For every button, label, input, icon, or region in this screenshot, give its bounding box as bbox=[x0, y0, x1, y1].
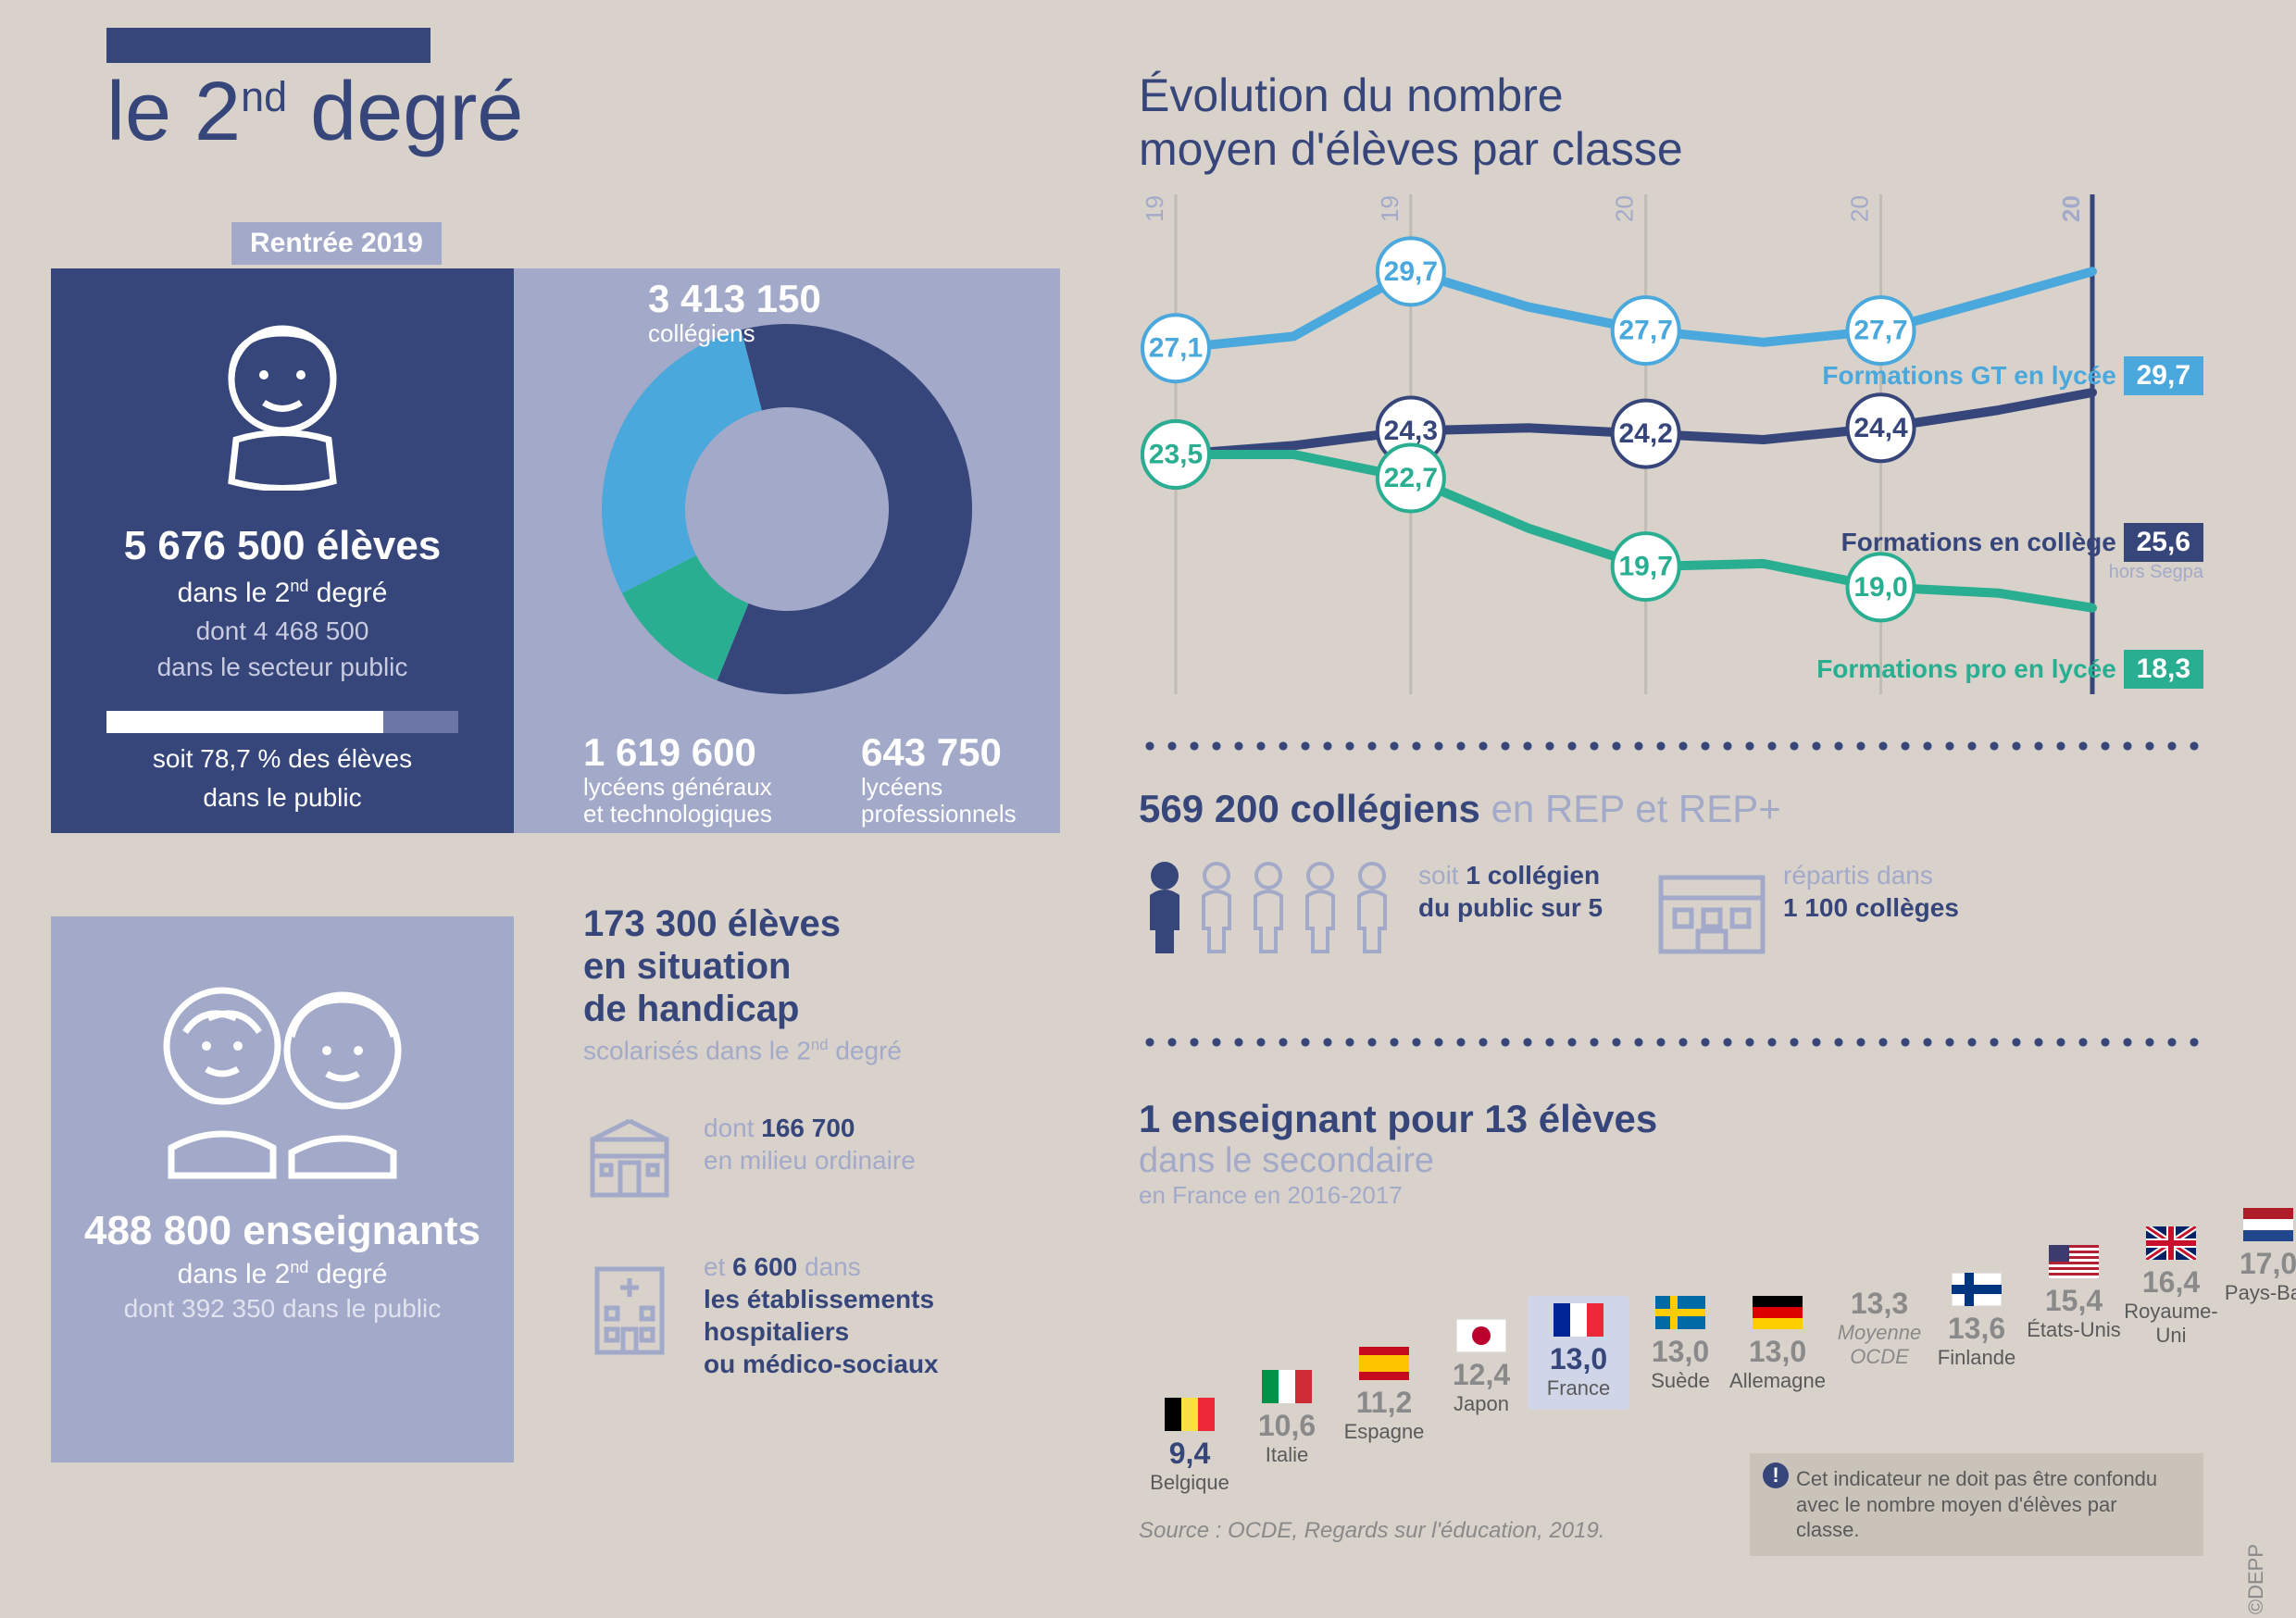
students-public-2: dans le secteur public bbox=[51, 651, 514, 683]
svg-text:2000: 2000 bbox=[1611, 194, 1639, 222]
handicap-l1: 173 300 élèves bbox=[583, 902, 1046, 945]
rep-text-2: répartis dans1 100 collèges bbox=[1783, 859, 1987, 924]
students-public-1: dont 4 468 500 bbox=[51, 615, 514, 647]
svg-text:27,7: 27,7 bbox=[1853, 316, 1907, 346]
svg-text:24,3: 24,3 bbox=[1384, 416, 1438, 446]
country-france: 13,0France bbox=[1528, 1296, 1629, 1410]
svg-text:27,7: 27,7 bbox=[1618, 316, 1672, 346]
panel-teachers: 488 800 enseignants dans le 2nd degré do… bbox=[51, 916, 514, 1462]
teachers-public: dont 392 350 dans le public bbox=[51, 1294, 514, 1324]
rep-text-1: soit 1 collégiendu public sur 5 bbox=[1418, 859, 1641, 924]
handicap-l3: de handicap bbox=[583, 988, 1046, 1030]
students-count: 5 676 500 élèves bbox=[51, 523, 514, 569]
svg-text:23,5: 23,5 bbox=[1149, 439, 1203, 469]
teachers-sub: dans le 2nd degré bbox=[51, 1258, 514, 1290]
note-box: Cet indicateur ne doit pas être confondu… bbox=[1750, 1453, 2203, 1556]
svg-text:24,4: 24,4 bbox=[1853, 413, 1908, 443]
chart-title: Évolution du nombre moyen d'élèves par c… bbox=[1139, 69, 1683, 176]
separator-2 bbox=[1139, 1037, 2203, 1048]
series-label: Formations pro en lycée 18,3 bbox=[1816, 650, 2203, 689]
school-icon bbox=[583, 1112, 676, 1204]
ratio-block: 1 enseignant pour 13 élèves dans le seco… bbox=[1139, 1097, 2203, 1210]
country-finlande: 13,6Finlande bbox=[1926, 1273, 2028, 1370]
donut-label-pro: 643 750 lycéensprofessionnels bbox=[861, 731, 1055, 827]
panel-students: 5 676 500 élèves dans le 2nd degré dont … bbox=[51, 268, 514, 833]
pct-line2: dans le public bbox=[51, 781, 514, 815]
svg-text:2019: 2019 bbox=[2057, 194, 2085, 222]
hospital-icon bbox=[583, 1251, 676, 1362]
ratio-l1: 1 enseignant pour 13 élèves bbox=[1139, 1097, 2203, 1141]
handicap-row2: et 6 600 dansles établissementshospitali… bbox=[704, 1251, 939, 1380]
svg-text:24,2: 24,2 bbox=[1618, 418, 1672, 449]
handicap-sub: scolarisés dans le 2nd degré bbox=[583, 1036, 1046, 1065]
handicap-l2: en situation bbox=[583, 945, 1046, 988]
country-moyenne ocde: 13,3Moyenne OCDE bbox=[1828, 1287, 1930, 1369]
header-bar bbox=[106, 28, 430, 63]
separator-1 bbox=[1139, 741, 2203, 752]
series-label: Formations GT en lycée 29,7 bbox=[1822, 356, 2203, 395]
country-belgique: 9,4Belgique bbox=[1139, 1398, 1241, 1495]
svg-text:1990: 1990 bbox=[1376, 194, 1404, 222]
svg-text:2010: 2010 bbox=[1846, 194, 1874, 222]
credit: ©DEPP bbox=[2244, 1544, 2268, 1614]
building-icon bbox=[1652, 859, 1772, 961]
line-chart: 1980 1990 2000 2010 2019 27,1 29,7 27,7 27,7 23,5… bbox=[1139, 194, 2203, 694]
people-icons bbox=[1139, 859, 1407, 961]
country-japon: 12,4Japon bbox=[1430, 1319, 1532, 1416]
country-royaume-uni: 16,4Royaume-Uni bbox=[2120, 1226, 2222, 1348]
donut-chart bbox=[593, 315, 981, 703]
rep-headline: 569 200 collégiens en REP et REP+ bbox=[1139, 787, 2203, 831]
svg-text:1980: 1980 bbox=[1141, 194, 1168, 222]
badge-rentree: Rentrée 2019 bbox=[231, 222, 442, 265]
source: Source : OCDE, Regards sur l'éducation, … bbox=[1139, 1518, 1605, 1544]
rep-block: 569 200 collégiens en REP et REP+ soit 1… bbox=[1139, 787, 2203, 961]
teachers-icon bbox=[134, 972, 430, 1185]
donut-label-gt: 1 619 600 lycéens générauxet technologiq… bbox=[583, 731, 842, 827]
page-title: le 2nd degré bbox=[106, 65, 523, 160]
teachers-count: 488 800 enseignants bbox=[51, 1208, 514, 1254]
svg-text:22,7: 22,7 bbox=[1384, 463, 1438, 493]
series-label: Formations en collège 25,6hors Segpa bbox=[1841, 523, 2203, 583]
handicap-row1: dont 166 700en milieu ordinaire bbox=[704, 1112, 916, 1176]
svg-text:27,1: 27,1 bbox=[1149, 333, 1203, 364]
country-espagne: 11,2Espagne bbox=[1333, 1347, 1435, 1444]
donut-label-college: 3 413 150 collégiens bbox=[648, 278, 821, 347]
panel-handicap: 173 300 élèves en situation de handicap … bbox=[583, 902, 1046, 1380]
country-pays-bas: 17,0Pays-Bas bbox=[2217, 1208, 2296, 1305]
country-allemagne: 13,0Allemagne bbox=[1727, 1296, 1828, 1393]
svg-text:19,7: 19,7 bbox=[1618, 552, 1672, 582]
ratio-l2: dans le secondaire bbox=[1139, 1141, 2203, 1181]
svg-text:29,7: 29,7 bbox=[1384, 256, 1438, 287]
students-sub: dans le 2nd degré bbox=[51, 575, 514, 611]
progress-bar bbox=[106, 711, 458, 733]
student-icon bbox=[204, 315, 361, 491]
country-suède: 13,0Suède bbox=[1629, 1296, 1731, 1393]
country-états-unis: 15,4États-Unis bbox=[2023, 1245, 2125, 1342]
countries-chart: 9,4Belgique10,6Italie11,2Espagne12,4Japo… bbox=[1139, 1203, 2203, 1462]
pct-line1: soit 78,7 % des élèves bbox=[51, 742, 514, 776]
country-italie: 10,6Italie bbox=[1236, 1370, 1338, 1467]
